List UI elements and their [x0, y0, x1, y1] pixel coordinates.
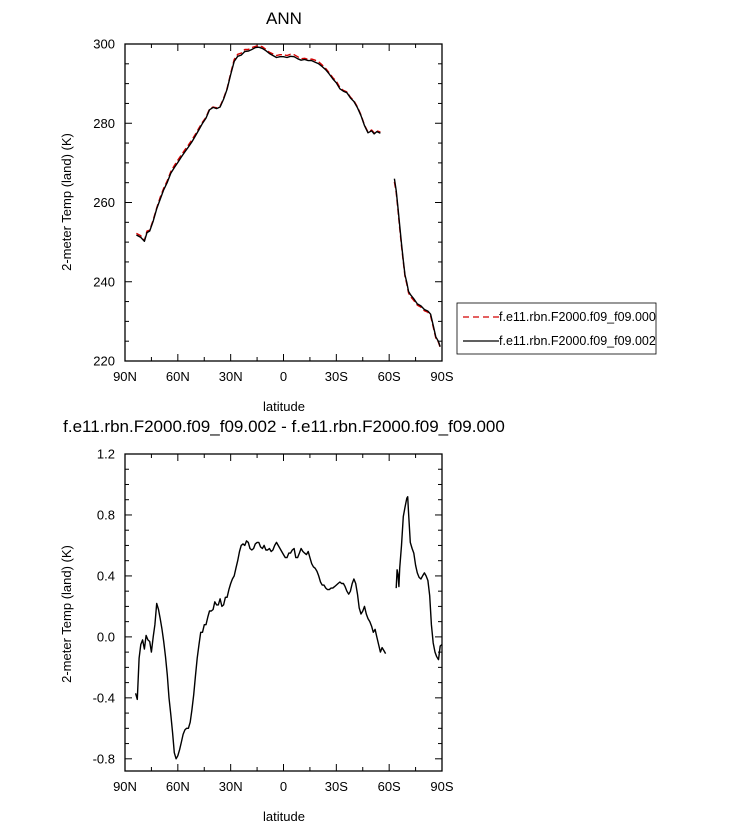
x-tick-label: 0 [280, 369, 287, 384]
y-tick-label: 300 [93, 37, 115, 52]
legend-box [456, 302, 657, 355]
chart-temperature: ANN 90N 60N 30N 0 30S 60S 90S 220240260280300 … [59, 9, 657, 414]
y-axis-label: 2-meter Temp (land) (K) [59, 133, 74, 271]
x-tick-label: 30N [219, 369, 243, 384]
x-tick-label: 30S [325, 779, 348, 794]
y-tick-label: -0.4 [93, 690, 115, 705]
x-axis-label: latitude [263, 399, 305, 414]
y-tick-label: 260 [93, 195, 115, 210]
y-ticks: 220 240 260 280 300 [93, 37, 442, 369]
x-tick-label: 30N [219, 779, 243, 794]
x-tick-label: 60S [378, 369, 401, 384]
x-tick-label: 60N [166, 779, 190, 794]
plot-frame [124, 43, 443, 362]
plot-frame [124, 453, 443, 772]
legend-label-002: f.e11.rbn.F2000.f09_f09.002 [499, 334, 656, 348]
y-tick-label: 240 [93, 274, 115, 289]
legend-label-000: f.e11.rbn.F2000.f09_f09.000 [499, 310, 656, 324]
series-line-002 [393, 178, 441, 347]
chart-title: f.e11.rbn.F2000.f09_f09.002 - f.e11.rbn.… [63, 417, 505, 436]
y-axis-label: 2-meter Temp (land) (K) [59, 545, 74, 683]
series-lines [134, 496, 443, 760]
x-tick-label: 0 [280, 779, 287, 794]
x-tick-label: 90S [430, 779, 453, 794]
chart-title: ANN [266, 9, 302, 28]
x-tick-label: 60S [378, 779, 401, 794]
y-tick-label: 0.4 [97, 568, 115, 583]
y-ticks: -0.8 -0.4 0.0 0.4 0.8 1.2 [93, 447, 442, 766]
y-tick-label: 0.0 [97, 629, 115, 644]
y-tick-label: 220 [93, 354, 115, 369]
y-tick-label: 1.2 [97, 447, 115, 462]
chart-difference: f.e11.rbn.F2000.f09_f09.002 - f.e11.rbn.… [59, 417, 505, 824]
y-tick-label: -0.8 [93, 751, 115, 766]
x-tick-label: 90S [430, 369, 453, 384]
y-tick-label: 0.8 [97, 507, 115, 522]
y-tick-label: 280 [93, 116, 115, 131]
x-tick-label: 30S [325, 369, 348, 384]
x-axis-label: latitude [263, 809, 305, 824]
x-ticks: 90N 60N 30N 0 30S 60S 90S [113, 454, 454, 794]
x-tick-label: 90N [113, 779, 137, 794]
x-ticks: 90N 60N 30N 0 30S 60S 90S [113, 44, 454, 384]
series-line-difference [395, 496, 443, 661]
x-tick-label: 60N [166, 369, 190, 384]
x-tick-label: 90N [113, 369, 137, 384]
series-line-000 [393, 181, 441, 348]
series-line-002 [136, 46, 381, 242]
series-line-000 [136, 44, 381, 242]
legend: f.e11.rbn.F2000.f09_f09.000 f.e11.rbn.F2… [456, 302, 657, 355]
series-line-difference [134, 540, 387, 760]
series-lines [136, 44, 441, 348]
